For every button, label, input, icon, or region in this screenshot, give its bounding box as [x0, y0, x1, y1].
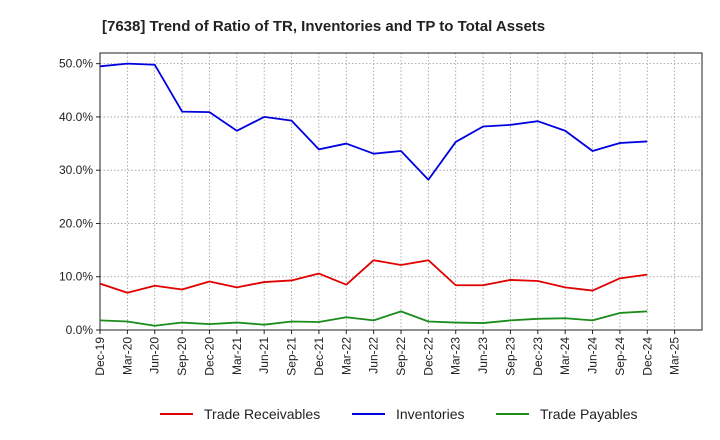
- x-tick-label: Dec-19: [93, 337, 107, 376]
- x-tick-label: Mar-22: [339, 337, 353, 375]
- x-tick-label: Dec-24: [640, 337, 654, 376]
- series-line: [99, 62, 648, 181]
- y-tick-label: 20.0%: [59, 216, 93, 230]
- legend-item: Trade Payables: [496, 406, 638, 422]
- x-tick-label: Mar-20: [120, 337, 134, 375]
- y-tick-label: 0.0%: [66, 323, 94, 337]
- y-tick-label: 10.0%: [59, 270, 93, 284]
- legend-label: Inventories: [396, 406, 464, 422]
- y-tick-label: 50.0%: [59, 57, 93, 71]
- x-tick-label: Jun-24: [586, 337, 600, 374]
- y-tick-label: 30.0%: [59, 163, 93, 177]
- series-line: [99, 259, 648, 294]
- legend-label: Trade Payables: [540, 406, 638, 422]
- x-tick-label: Jun-21: [257, 337, 271, 374]
- legend-item: Trade Receivables: [160, 406, 320, 422]
- x-axis: Dec-19 Mar-20 Jun-20 Sep-20 Dec-20 Mar-21 Jun-…: [93, 330, 682, 376]
- x-tick-label: Jun-20: [148, 337, 162, 374]
- x-tick-label: Sep-20: [175, 337, 189, 376]
- x-tick-label: Mar-25: [668, 337, 682, 375]
- x-tick-label: Mar-21: [230, 337, 244, 375]
- x-tick-label: Dec-20: [202, 337, 216, 376]
- x-tick-label: Dec-22: [421, 337, 435, 376]
- legend-label: Trade Receivables: [204, 406, 320, 422]
- grid: [100, 53, 702, 331]
- x-tick-label: Dec-21: [312, 337, 326, 376]
- x-tick-label: Jun-22: [367, 337, 381, 374]
- y-axis: 0.0% 10.0% 20.0% 30.0% 40.0% 50.0%: [59, 57, 100, 337]
- series-lines: [99, 62, 648, 327]
- x-tick-label: Sep-24: [613, 337, 627, 376]
- x-tick-label: Sep-21: [285, 337, 299, 376]
- x-tick-label: Jun-23: [476, 337, 490, 374]
- x-tick-label: Sep-23: [503, 337, 517, 376]
- legend-item: Inventories: [352, 406, 464, 422]
- x-tick-label: Dec-23: [531, 337, 545, 376]
- legend: Trade Receivables Inventories Trade Payabl…: [160, 406, 638, 422]
- x-tick-label: Mar-24: [558, 337, 572, 375]
- series-line: [99, 310, 648, 327]
- y-tick-label: 40.0%: [59, 110, 93, 124]
- chart-title: [7638] Trend of Ratio of TR, Inventories…: [102, 18, 545, 35]
- x-tick-label: Mar-23: [449, 337, 463, 375]
- x-tick-label: Sep-22: [394, 337, 408, 376]
